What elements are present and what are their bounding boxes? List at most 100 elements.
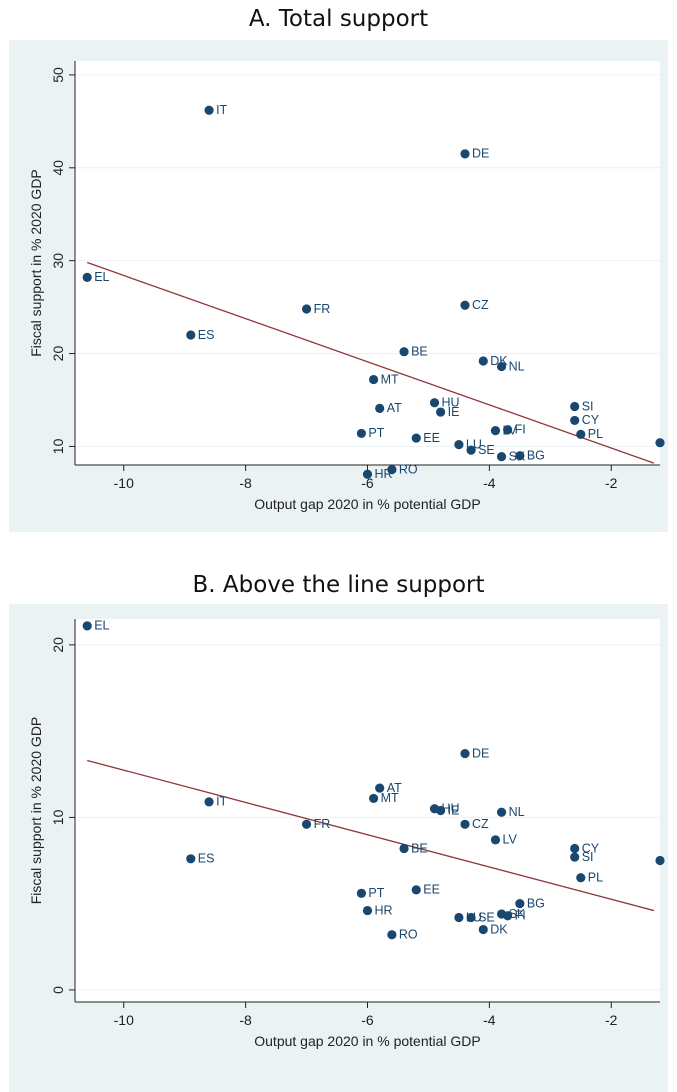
y-tick-label: 20 — [50, 637, 66, 653]
fitted-line — [86, 261, 655, 464]
x-tick-label: -8 — [239, 1012, 252, 1028]
point-label-pl: PL — [588, 427, 603, 441]
point-label-sk: SK — [509, 907, 526, 921]
x-tick-label: -6 — [361, 1012, 374, 1028]
point-label-hu: HU — [442, 396, 460, 410]
y-tick-label: 20 — [50, 346, 66, 362]
data-point-it — [204, 105, 214, 115]
point-label-ro: RO — [399, 928, 418, 942]
x-tick-label: -10 — [114, 1012, 134, 1028]
data-point-at — [375, 783, 385, 793]
point-label-bg: BG — [527, 449, 545, 463]
point-label-cy: CY — [582, 413, 600, 427]
point-label-it: IT — [216, 103, 227, 117]
data-point-dk — [478, 356, 488, 366]
x-tick-label: -8 — [239, 475, 252, 491]
chart-a-svg: 10 20 30 40 50 -10 -8 -6 -4 -2 Output gap 2020 in … — [9, 40, 677, 532]
x-tick-label: -2 — [605, 475, 618, 491]
point-label-at: AT — [387, 401, 402, 415]
plot-area — [75, 61, 660, 465]
point-label-fi: FI — [515, 909, 526, 923]
data-point-it — [204, 797, 214, 807]
data-point-lt — [655, 855, 665, 866]
point-label-se: SE — [478, 910, 495, 924]
data-point-ro — [387, 930, 397, 940]
point-label-at: AT — [387, 781, 402, 795]
y-tick-label: 40 — [50, 160, 66, 176]
x-tick-label: -4 — [483, 475, 496, 491]
point-label-lt: LT — [667, 853, 677, 867]
data-point-fi — [503, 425, 513, 435]
x-tick-label: -2 — [605, 1012, 618, 1028]
data-point-se — [466, 445, 476, 455]
data-point-nl — [496, 807, 507, 817]
data-point-bg — [515, 899, 525, 909]
y-axis-title: Fiscal support in % 2020 GDP — [28, 169, 44, 357]
x-axis-title: Output gap 2020 in % potential GDP — [254, 496, 480, 512]
y-axis-title: Fiscal support in % 2020 GDP — [28, 717, 44, 905]
data-point-cz — [460, 300, 470, 310]
data-point-el — [82, 272, 92, 282]
data-point-es — [186, 854, 196, 864]
x-tick-label: -4 — [483, 1012, 496, 1028]
data-point-dk — [478, 924, 488, 935]
point-label-ie: IE — [448, 405, 460, 419]
point-label-ro: RO — [399, 462, 418, 476]
point-label-el: EL — [94, 270, 109, 284]
data-point-ro — [387, 465, 397, 475]
data-point-fi — [503, 911, 513, 921]
data-point-de — [460, 149, 470, 159]
point-label-dk: DK — [490, 922, 508, 936]
point-label-ee: EE — [423, 883, 440, 897]
point-label-nl: NL — [509, 359, 525, 373]
data-point-ie — [436, 407, 446, 417]
data-point-fr — [301, 304, 312, 314]
y-tick-label: 50 — [50, 67, 66, 83]
point-label-pl: PL — [588, 871, 603, 885]
point-label-si: SI — [582, 399, 594, 413]
point-label-mt: MT — [381, 372, 399, 386]
point-label-it: IT — [216, 795, 227, 809]
data-point-lv — [490, 426, 501, 436]
data-point-de — [460, 748, 470, 759]
data-point-lt — [655, 438, 665, 448]
point-label-lv: LV — [502, 833, 517, 847]
point-label-be: BE — [411, 344, 428, 358]
data-point-at — [375, 403, 385, 413]
point-label-si: SI — [582, 850, 594, 864]
point-label-cz: CZ — [472, 817, 489, 831]
data-point-hr — [362, 469, 373, 479]
point-label-bg: BG — [527, 896, 545, 910]
point-label-ee: EE — [423, 431, 440, 445]
x-tick-label: -10 — [114, 475, 134, 491]
point-label-be: BE — [411, 841, 428, 855]
fitted-line — [87, 759, 655, 912]
data-point-pl — [576, 429, 586, 439]
point-label-hr: HR — [375, 903, 393, 917]
data-point-hu — [429, 398, 440, 408]
data-point-pt — [356, 888, 367, 898]
y-tick-label: 10 — [50, 809, 66, 825]
point-label-el: EL — [94, 619, 109, 633]
point-label-de: DE — [472, 147, 489, 161]
y-tick-label: 10 — [50, 438, 66, 454]
point-label-se: SE — [478, 443, 495, 457]
x-tick-label: -6 — [361, 475, 374, 491]
data-point-cy — [570, 843, 580, 854]
point-label-lt: LT — [667, 436, 677, 450]
point-label-de: DE — [472, 746, 489, 760]
data-point-es — [186, 330, 196, 340]
point-label-fr: FR — [314, 817, 331, 831]
point-label-pt: PT — [368, 426, 384, 440]
point-label-hu: HU — [442, 802, 460, 816]
point-label-pt: PT — [368, 886, 384, 900]
chart-b-title: B. Above the line support — [192, 572, 485, 598]
data-point-ee — [411, 885, 421, 895]
data-point-lu — [454, 912, 464, 923]
point-label-es: ES — [198, 328, 215, 342]
data-point-fr — [301, 819, 312, 829]
chart-a-title: A. Total support — [248, 6, 429, 32]
data-point-be — [399, 347, 409, 357]
data-point-mt — [368, 374, 379, 385]
